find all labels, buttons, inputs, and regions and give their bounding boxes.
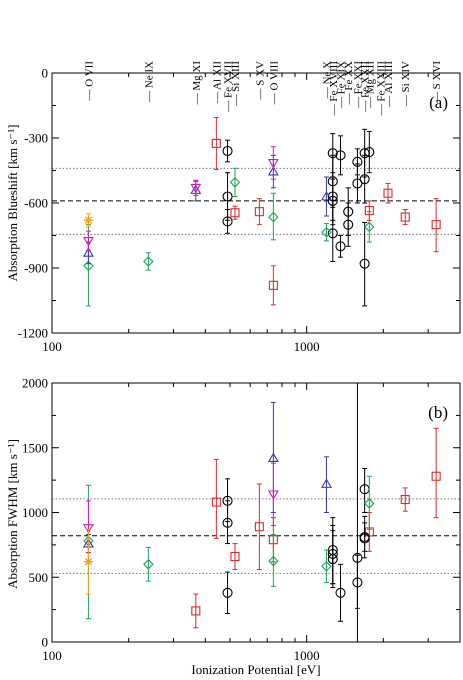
y-tick-label: -300 — [24, 131, 48, 146]
data-point-diamond — [143, 559, 154, 570]
y-tick-label: -900 — [24, 261, 48, 276]
data-point-circle — [335, 587, 346, 598]
data-point-circle — [222, 216, 233, 227]
data-point-diamond — [83, 260, 94, 272]
data-point-circle — [352, 577, 363, 588]
panel-b-reference-lines — [52, 498, 460, 574]
data-point-square — [211, 138, 221, 148]
y-tick-label: 500 — [29, 570, 49, 585]
data-point-circle — [364, 147, 375, 158]
y-tick-label: 1500 — [22, 440, 48, 455]
data-point-circle — [359, 174, 370, 185]
data-point-star — [83, 557, 93, 567]
data-point-circle — [335, 241, 346, 252]
data-point-diamond — [268, 211, 279, 223]
data-point-circle — [222, 145, 233, 157]
panel-a-reference-lines — [52, 167, 460, 235]
panel-a-label: (a) — [429, 93, 448, 112]
data-point-diamond — [321, 560, 332, 572]
ion-label: — Si XIV — [400, 61, 412, 107]
ion-label: — Mg XII — [364, 61, 376, 109]
ion-label: — Fe XVIII — [328, 61, 340, 117]
panel-b: 100 1000 0 500 1000 1500 2000 (b) Absorption F… — [5, 376, 461, 677]
x-tick-label: 1000 — [294, 648, 320, 663]
data-point-diamond — [321, 226, 332, 238]
ion-label: — O VIII — [268, 61, 280, 106]
data-point-square — [254, 207, 264, 217]
data-point-diamond — [268, 555, 279, 567]
panel-a-y-axis-label: Absorption Blueshift [km s⁻¹] — [5, 124, 20, 281]
data-point-diamond — [364, 221, 375, 233]
data-point-circle — [352, 178, 363, 189]
data-point-square — [191, 606, 201, 616]
ion-label: — Fe XVII — [223, 61, 235, 113]
panel-a-data — [82, 116, 441, 307]
ion-label: — Al XIII — [383, 61, 395, 108]
ion-label: — Fe XX — [343, 61, 355, 105]
y-tick-label: 2000 — [22, 376, 48, 391]
panel-b-label: (b) — [428, 403, 448, 422]
data-point-circle — [222, 517, 233, 528]
data-point-triangle-down — [82, 524, 94, 534]
plot-frame — [51, 382, 461, 643]
ion-label: — Ne IX — [143, 61, 155, 103]
data-point-square — [254, 522, 264, 532]
data-point-circle — [335, 150, 346, 161]
data-point-square — [230, 208, 240, 218]
data-point-square — [268, 280, 278, 290]
data-point-circle — [222, 191, 233, 202]
ion-label: — S XV — [254, 61, 266, 101]
ion-label: — Mg XI — [191, 61, 203, 106]
data-point-square — [230, 551, 240, 562]
data-point-square — [431, 471, 441, 481]
panel-b-y-axis-label: Absorption FWHM [km s⁻¹] — [5, 439, 20, 589]
ion-label: — Ne X — [321, 61, 333, 99]
data-point-diamond — [364, 498, 375, 509]
y-tick-label: -1200 — [18, 326, 48, 341]
y-tick-label: 0 — [42, 66, 49, 81]
ion-label: — Fe XXII — [360, 61, 372, 113]
data-point-square — [431, 220, 441, 230]
y-tick-label: -600 — [24, 196, 48, 211]
ion-label: — S XVI — [431, 61, 443, 105]
data-point-triangle-down — [82, 236, 94, 247]
data-point-circle — [222, 587, 233, 598]
data-point-triangle-down — [267, 158, 279, 169]
panel-a: — O VII — Ne IX — Mg XI — Al XII — Fe XVII— … — [5, 61, 461, 354]
data-point-square — [211, 497, 221, 507]
x-axis-label: Ionization Potential [eV] — [191, 662, 320, 677]
data-point-triangle-down — [267, 490, 279, 500]
data-point-square — [400, 494, 410, 505]
data-point-triangle-up — [267, 452, 279, 463]
ion-label: — Si XIII — [230, 61, 242, 107]
y-tick-label: 1000 — [22, 505, 48, 520]
data-point-triangle-down — [190, 183, 202, 194]
x-tick-label: 100 — [42, 339, 62, 354]
ion-labels: — O VII — Ne IX — Mg XI — Al XII — Fe XVII— … — [83, 61, 443, 117]
y-tick-label: 0 — [42, 635, 49, 650]
panel-b-axes: 100 1000 0 500 1000 1500 2000 — [22, 376, 461, 663]
ion-label: — O VII — [83, 61, 95, 102]
x-tick-label: 1000 — [294, 339, 320, 354]
data-point-square — [400, 212, 410, 222]
data-point-circle — [359, 258, 370, 269]
x-tick-label: 100 — [42, 648, 62, 663]
ion-label: — Fe XXIII — [376, 61, 388, 117]
data-point-circle — [327, 228, 338, 239]
data-point-triangle-up — [321, 190, 332, 201]
data-point-circle — [359, 533, 370, 544]
data-point-triangle-up — [321, 478, 332, 488]
data-point-circle — [327, 554, 338, 565]
data-point-circle — [343, 219, 354, 230]
data-point-triangle-up — [82, 247, 94, 257]
panel-b-data — [82, 382, 441, 643]
data-point-square — [383, 188, 393, 198]
data-point-diamond — [143, 256, 154, 267]
ion-label: — Al XII — [211, 61, 223, 105]
plot-frame — [51, 72, 461, 334]
panel-a-axes: 100 1000 0 -300 -600 -900 -1200 — [18, 66, 461, 354]
data-point-star — [83, 215, 93, 225]
data-point-diamond — [229, 177, 241, 188]
